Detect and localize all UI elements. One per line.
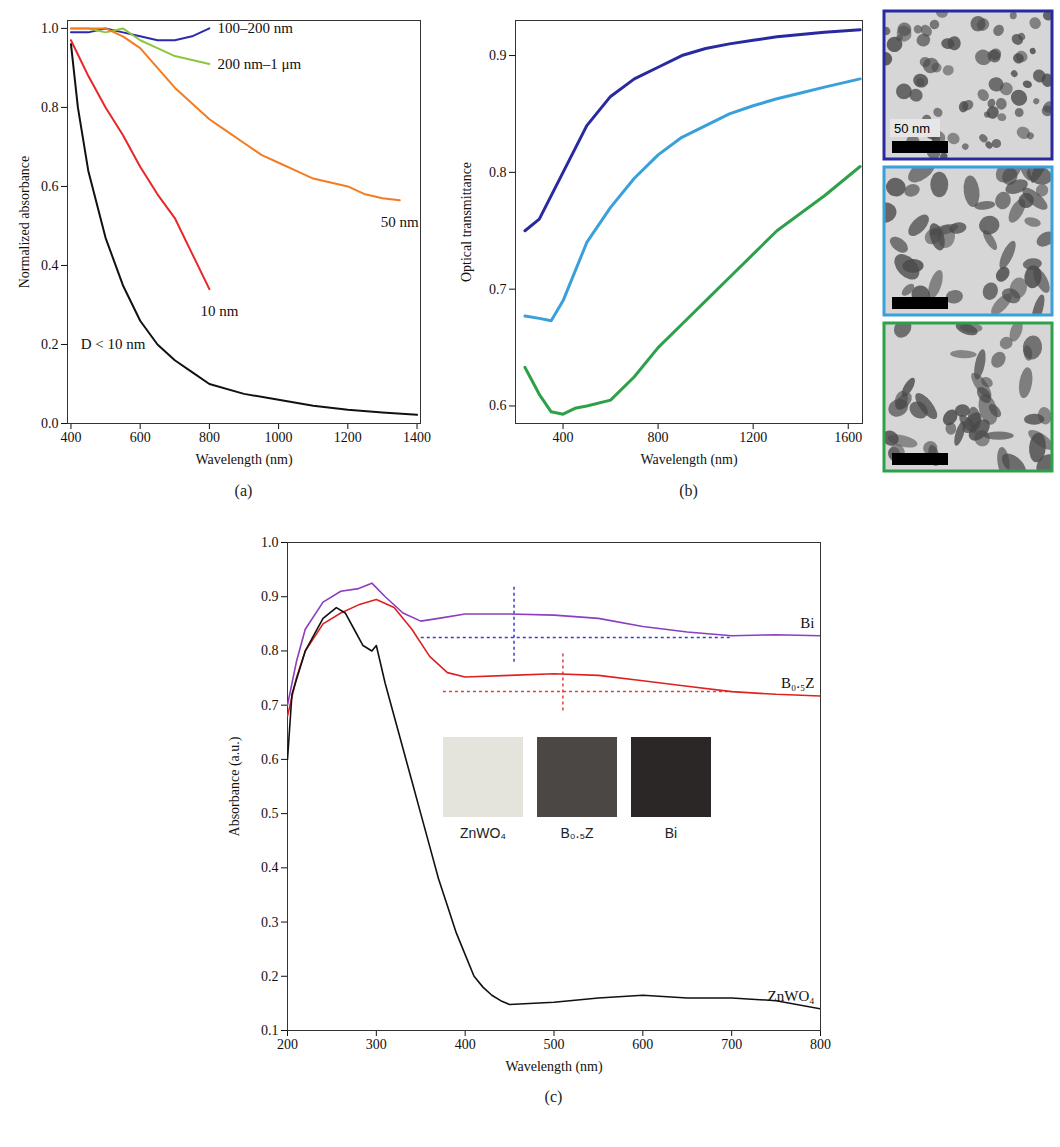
svg-text:800: 800 xyxy=(810,1037,831,1052)
svg-text:Normalized absorbance: Normalized absorbance xyxy=(17,156,32,289)
svg-text:Wavelength (nm): Wavelength (nm) xyxy=(195,452,293,468)
svg-text:200: 200 xyxy=(277,1037,298,1052)
svg-text:800: 800 xyxy=(648,430,669,445)
svg-text:Absorbance (a.u.): Absorbance (a.u.) xyxy=(227,736,243,836)
html-text:ZnWO₄: ZnWO₄ xyxy=(459,825,507,841)
svg-text:1600: 1600 xyxy=(834,430,862,445)
svg-text:400: 400 xyxy=(455,1037,476,1052)
svg-text:0.0: 0.0 xyxy=(41,416,59,431)
html-text:(b): (b) xyxy=(679,482,698,499)
svg-text:0.6: 0.6 xyxy=(261,752,279,767)
svg-text:0.8: 0.8 xyxy=(489,165,507,180)
svg-text:0.8: 0.8 xyxy=(261,643,279,658)
svg-text:1.0: 1.0 xyxy=(261,535,279,550)
svg-text:0.7: 0.7 xyxy=(489,282,507,297)
svg-text:600: 600 xyxy=(632,1037,653,1052)
html-text:Bi: Bi xyxy=(664,825,678,841)
svg-text:0.6: 0.6 xyxy=(489,398,507,413)
svg-text:700: 700 xyxy=(721,1037,742,1052)
svg-text:B₀.₅Z: B₀.₅Z xyxy=(781,675,814,691)
svg-text:1400: 1400 xyxy=(403,430,431,445)
svg-text:10 nm: 10 nm xyxy=(200,303,238,319)
svg-text:0.6: 0.6 xyxy=(41,179,59,194)
svg-text:0.2: 0.2 xyxy=(261,969,279,984)
html-text:(c): (c) xyxy=(544,1088,563,1105)
svg-text:50 nm: 50 nm xyxy=(381,214,419,230)
svg-text:50 nm: 50 nm xyxy=(894,121,930,136)
svg-text:400: 400 xyxy=(553,430,574,445)
svg-text:0.9: 0.9 xyxy=(261,589,279,604)
svg-text:0.4: 0.4 xyxy=(261,860,279,875)
svg-text:100–200 nm: 100–200 nm xyxy=(217,20,293,36)
svg-text:1200: 1200 xyxy=(334,430,362,445)
html-text:B₀.₅Z: B₀.₅Z xyxy=(560,825,594,841)
svg-text:300: 300 xyxy=(366,1037,387,1052)
svg-text:1000: 1000 xyxy=(265,430,293,445)
svg-text:600: 600 xyxy=(130,430,151,445)
svg-text:0.4: 0.4 xyxy=(41,258,59,273)
svg-text:Wavelength (nm): Wavelength (nm) xyxy=(640,452,738,468)
svg-text:0.8: 0.8 xyxy=(41,100,59,115)
svg-text:800: 800 xyxy=(199,430,220,445)
svg-text:ZnWO₄: ZnWO₄ xyxy=(768,988,815,1004)
svg-text:0.7: 0.7 xyxy=(261,698,279,713)
svg-text:200 nm–1 μm: 200 nm–1 μm xyxy=(217,56,301,72)
html-text:(a): (a) xyxy=(234,482,253,499)
svg-text:0.2: 0.2 xyxy=(41,337,59,352)
svg-text:0.3: 0.3 xyxy=(261,915,279,930)
svg-text:0.5: 0.5 xyxy=(261,806,279,821)
svg-text:1.0: 1.0 xyxy=(41,21,59,36)
svg-text:1200: 1200 xyxy=(739,430,767,445)
svg-text:D < 10 nm: D < 10 nm xyxy=(81,336,146,352)
svg-text:Optical transmittance: Optical transmittance xyxy=(459,162,474,282)
svg-text:0.1: 0.1 xyxy=(261,1023,279,1038)
svg-text:400: 400 xyxy=(60,430,81,445)
svg-text:500: 500 xyxy=(544,1037,565,1052)
svg-text:0.9: 0.9 xyxy=(489,48,507,63)
svg-text:Bi: Bi xyxy=(800,615,814,631)
svg-text:Wavelength (nm): Wavelength (nm) xyxy=(505,1059,603,1075)
